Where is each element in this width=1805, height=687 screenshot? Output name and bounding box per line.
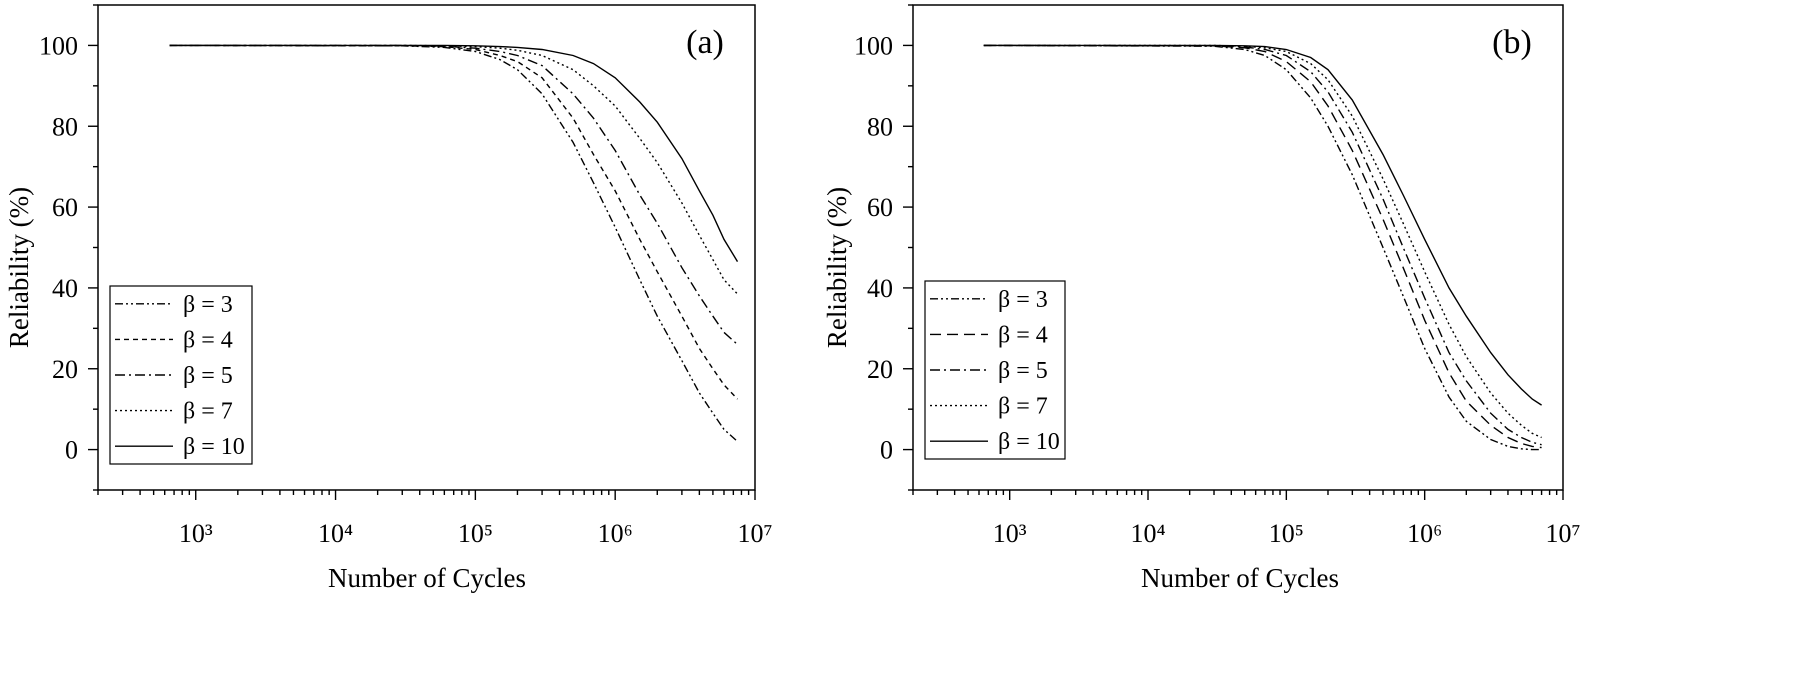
x-tick-label: 10⁶ [598,519,633,548]
x-axis-title: Number of Cycles [328,563,526,593]
legend-label: β = 7 [183,399,233,425]
legend-label: β = 3 [183,292,233,318]
panel-label: (b) [1492,24,1532,61]
y-tick-label: 20 [867,355,893,384]
x-tick-label: 10⁴ [1130,519,1165,548]
y-tick-label: 80 [52,112,78,141]
x-tick-label: 10³ [179,519,213,548]
x-tick-label: 10³ [993,519,1027,548]
y-tick-label: 40 [52,274,78,303]
legend-label: β = 10 [183,434,245,460]
x-tick-label: 10⁵ [458,519,493,548]
y-axis-title: Reliability (%) [822,187,852,348]
series-line-2 [983,44,1542,449]
series-line-4 [169,44,739,295]
series-line-5 [169,44,739,262]
series-line-4 [983,44,1542,439]
y-tick-label: 0 [880,436,893,465]
legend-box [109,285,253,465]
series-line-1 [983,44,1542,451]
x-tick-label: 10⁶ [1407,519,1442,548]
x-tick-label: 10⁴ [318,519,353,548]
y-tick-label: 100 [39,31,78,60]
chart-panel-b: 10³ 10⁴ 10⁵ 10⁶ 10⁷ 0 20 40 60 80 100 Number of Cyc… [822,4,1581,593]
series-line-2 [169,44,739,400]
y-tick-label: 100 [854,31,893,60]
legend-box [924,280,1066,460]
series-line-3 [983,44,1542,446]
chart-panel-a: 10³ 10⁴ 10⁵ 10⁶ 10⁷ 0 20 40 60 80 100 Number of Cyc… [4,4,773,593]
y-tick-label: 60 [52,193,78,222]
legend-label: β = 4 [998,322,1048,348]
legend-label: β = 3 [998,287,1048,313]
y-tick-label: 60 [867,193,893,222]
legend-label: β = 4 [183,327,233,353]
y-tick-label: 0 [65,436,78,465]
x-tick-label: 10⁵ [1269,519,1304,548]
series-line-3 [169,44,738,346]
legend-label: β = 5 [998,358,1048,384]
y-axis-title: Reliability (%) [4,187,34,348]
legend-label: β = 5 [183,363,233,389]
y-tick-label: 80 [867,112,893,141]
series-line-5 [983,44,1542,406]
y-tick-label: 40 [867,274,893,303]
x-axis-title: Number of Cycles [1141,563,1339,593]
y-tick-label: 20 [52,355,78,384]
series-line-1 [169,44,738,443]
x-tick-label: 10⁷ [737,519,772,548]
x-tick-label: 10⁷ [1545,519,1580,548]
legend-label: β = 10 [998,429,1060,455]
legend-label: β = 7 [998,394,1048,420]
panel-label: (a) [686,24,724,61]
